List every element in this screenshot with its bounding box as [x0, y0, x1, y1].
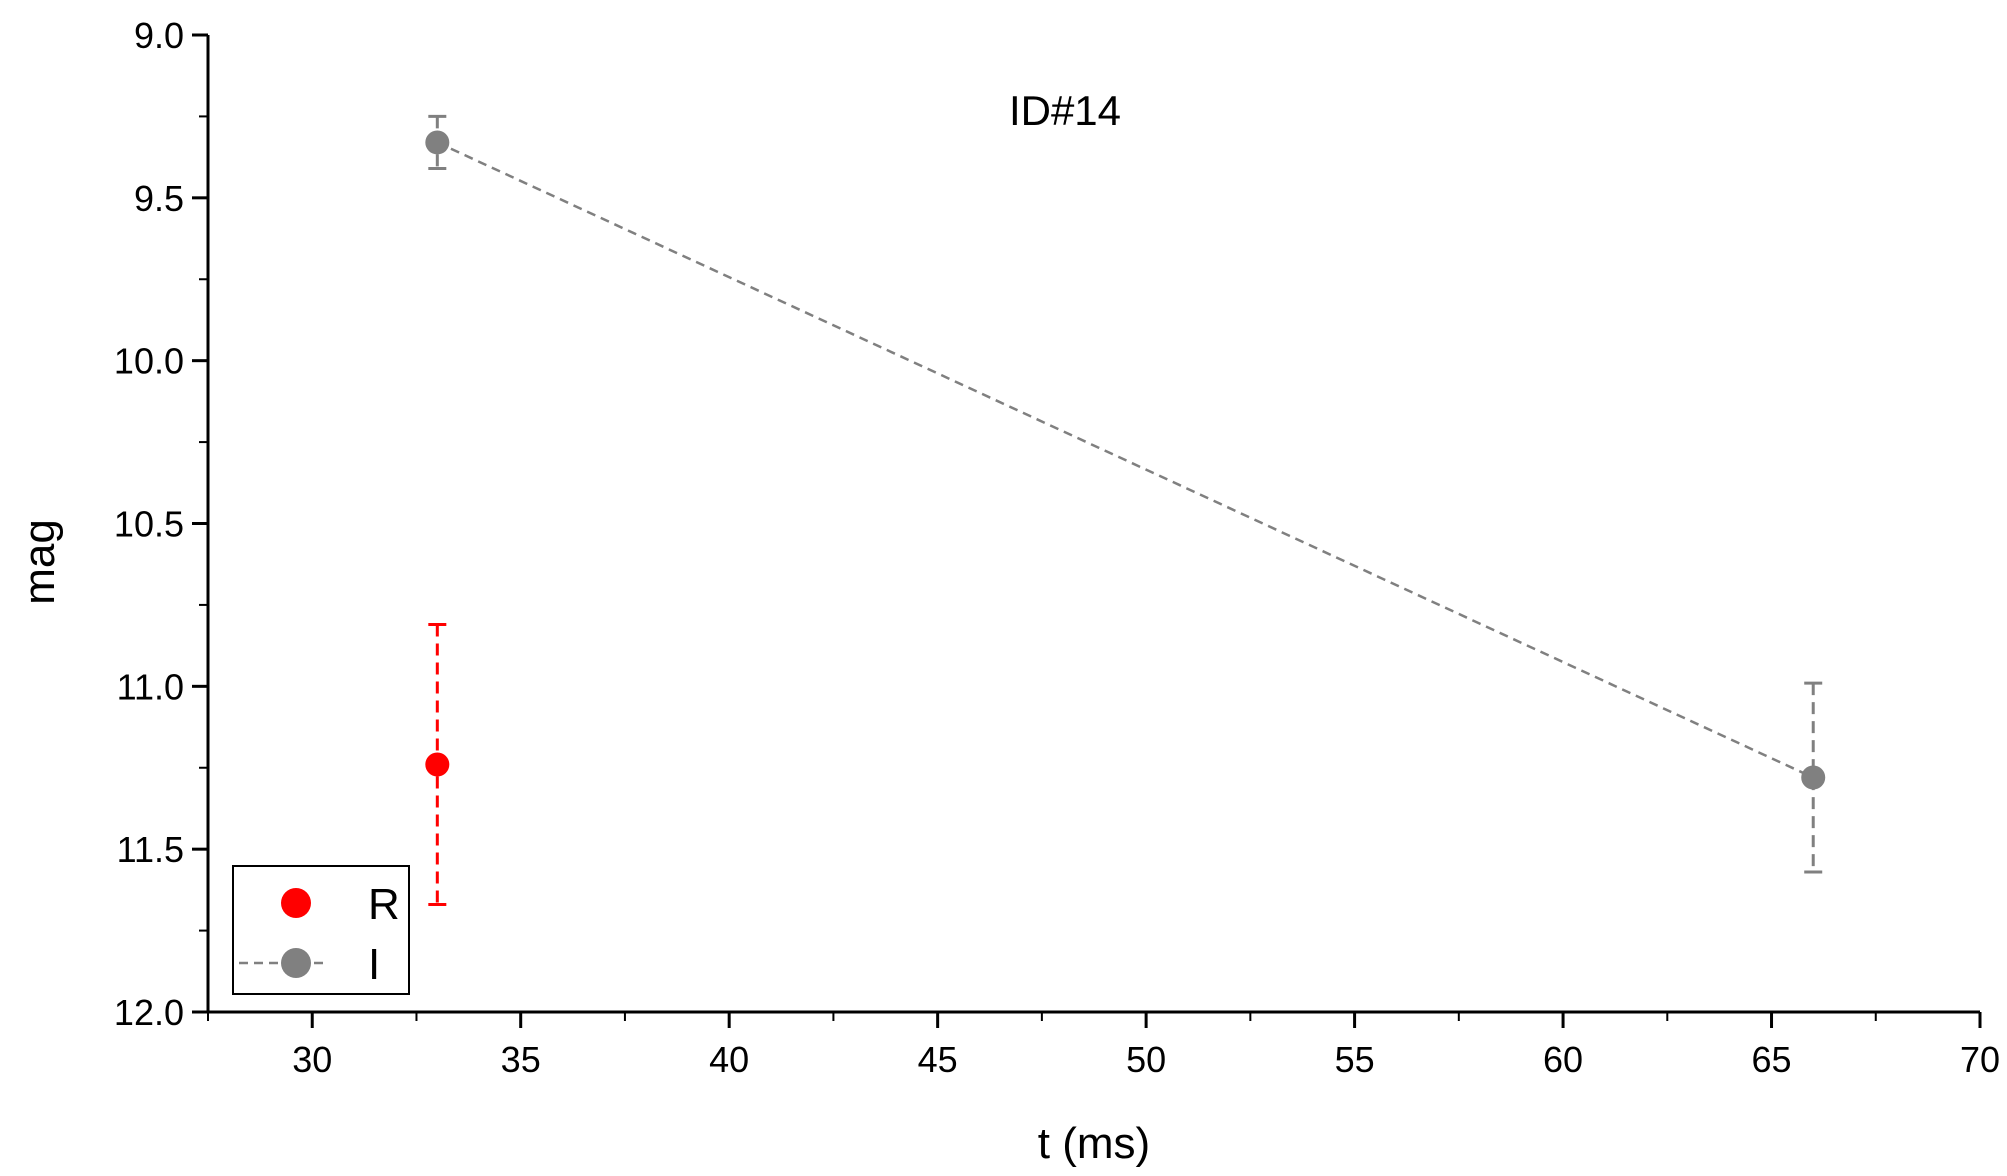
- x-tick-label: 30: [292, 1039, 332, 1080]
- y-tick-label: 12.0: [114, 992, 184, 1033]
- y-tick-label: 11.5: [117, 829, 184, 870]
- x-tick-label: 65: [1752, 1039, 1792, 1080]
- y-tick-label: 11.0: [117, 666, 184, 707]
- series-i-point: [425, 130, 450, 155]
- x-tick-label: 60: [1543, 1039, 1583, 1080]
- x-tick-label: 70: [1960, 1039, 2000, 1080]
- chart-title: ID#14: [1009, 87, 1121, 134]
- series-layer: [425, 114, 1826, 907]
- series-i-point: [1801, 765, 1826, 790]
- legend-i-marker: [281, 948, 311, 978]
- series-i-line: [436, 141, 1814, 779]
- legend-r-label: R: [368, 880, 400, 929]
- x-tick-label: 55: [1335, 1039, 1375, 1080]
- legend: RI: [232, 865, 410, 995]
- legend-r-marker: [281, 888, 311, 918]
- x-tick-label: 40: [709, 1039, 749, 1080]
- x-tick-label: 35: [501, 1039, 541, 1080]
- legend-box: [232, 865, 410, 995]
- y-tick-label: 9.5: [134, 178, 184, 219]
- plot-area: [208, 35, 1980, 1012]
- axes: 30 35 40 45 50 55 60 65 70 9.0 9.5 10.0 10.5 11.0 11.5…: [114, 15, 2000, 1080]
- x-tick-label: 50: [1126, 1039, 1166, 1080]
- y-tick-label: 9.0: [134, 15, 184, 56]
- legend-i-label: I: [368, 940, 380, 989]
- y-tick-label: 10.5: [114, 504, 184, 545]
- x-axis-title: t (ms): [1038, 1119, 1150, 1168]
- x-tick-label: 45: [918, 1039, 958, 1080]
- y-tick-label: 10.0: [114, 341, 184, 382]
- y-axis-title: mag: [15, 519, 64, 605]
- series-r-point: [425, 752, 450, 777]
